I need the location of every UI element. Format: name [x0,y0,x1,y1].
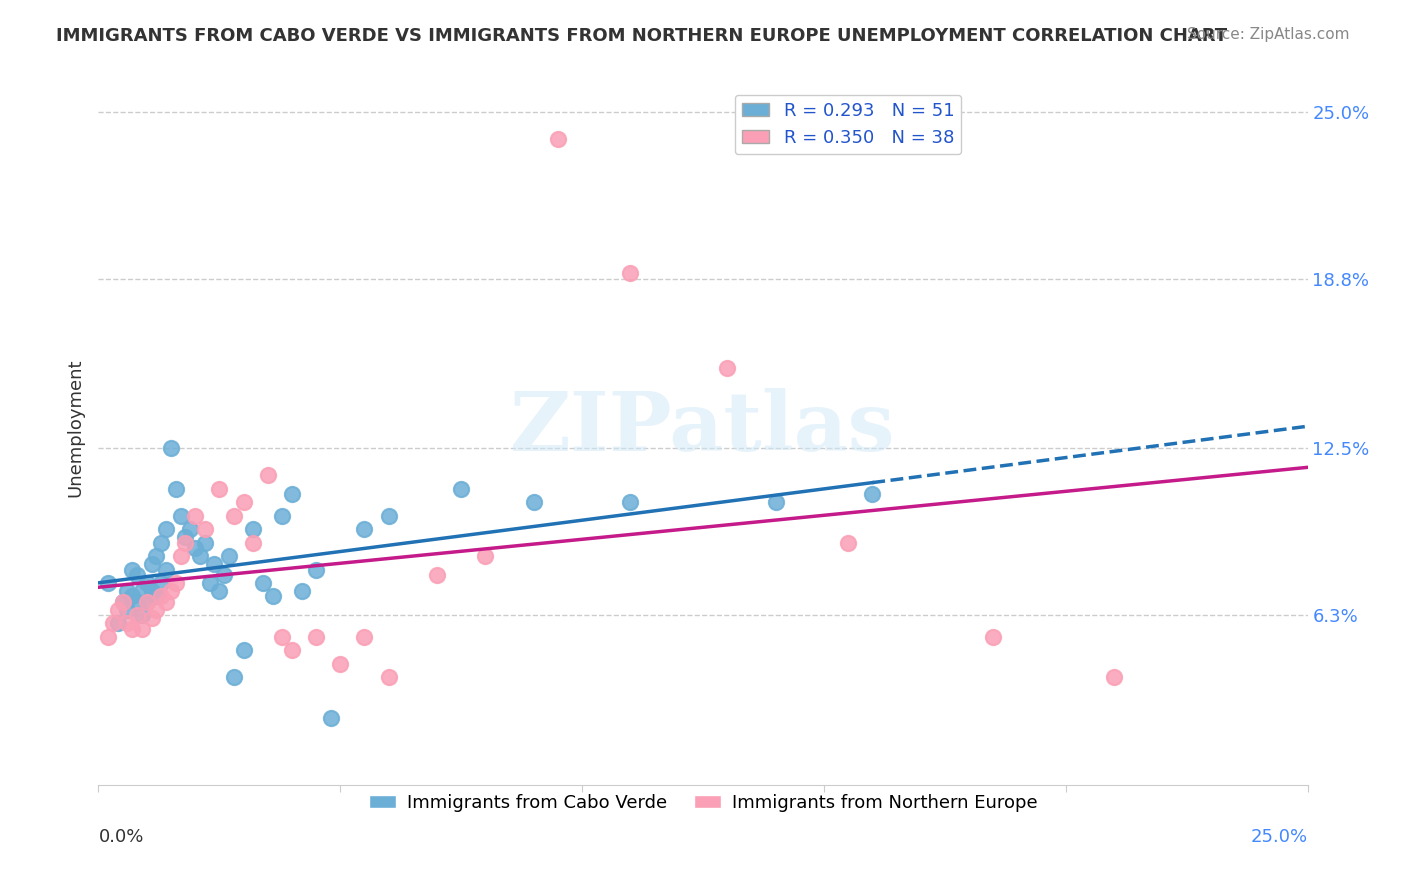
Point [1102,670,1125,684]
Point [107,603,129,617]
Point [860,487,883,501]
Point [353,522,375,536]
Point [281,643,304,657]
Point [150,590,173,604]
Point [160,442,183,456]
Point [135,595,157,609]
Point [271,508,294,523]
Point [377,508,399,523]
Point [252,576,274,591]
Point [179,522,201,536]
Point [155,522,177,536]
Point [194,535,217,549]
Point [222,670,245,684]
Point [474,549,496,563]
Point [212,568,235,582]
Point [619,495,641,509]
Point [716,360,738,375]
Point [305,630,328,644]
Point [135,576,157,591]
Text: ZIPatlas: ZIPatlas [510,388,896,468]
Point [208,584,231,599]
Point [981,630,1004,644]
Point [121,562,143,576]
Point [174,530,197,544]
Point [97,576,120,591]
Point [174,535,197,549]
Point [281,487,304,501]
Point [377,670,399,684]
Point [111,595,134,609]
Point [141,557,163,571]
Point [353,630,375,644]
Point [222,508,245,523]
Text: 25.0%: 25.0% [1250,828,1308,846]
Point [242,522,264,536]
Legend: Immigrants from Cabo Verde, Immigrants from Northern Europe: Immigrants from Cabo Verde, Immigrants f… [361,787,1045,819]
Point [319,711,342,725]
Text: IMMIGRANTS FROM CABO VERDE VS IMMIGRANTS FROM NORTHERN EUROPE UNEMPLOYMENT CORRE: IMMIGRANTS FROM CABO VERDE VS IMMIGRANTS… [56,27,1227,45]
Point [127,608,149,623]
Point [184,508,207,523]
Point [127,595,149,609]
Point [121,622,143,636]
Point [101,616,124,631]
Point [131,608,153,623]
Point [208,482,231,496]
Point [426,568,449,582]
Point [232,643,254,657]
Point [256,468,278,483]
Point [184,541,207,555]
Text: Source: ZipAtlas.com: Source: ZipAtlas.com [1187,27,1350,42]
Point [837,535,859,549]
Point [305,562,328,576]
Point [165,482,187,496]
Point [194,522,217,536]
Point [145,603,167,617]
Point [262,590,284,604]
Point [117,616,139,631]
Point [232,495,254,509]
Point [242,535,264,549]
Point [111,595,134,609]
Point [145,549,167,563]
Point [198,576,221,591]
Point [155,562,177,576]
Point [619,266,641,280]
Point [290,584,312,599]
Point [135,595,157,609]
Point [127,568,149,582]
Point [131,622,153,636]
Point [155,595,177,609]
Text: 0.0%: 0.0% [98,828,143,846]
Point [218,549,240,563]
Point [450,482,472,496]
Point [150,535,173,549]
Point [165,576,187,591]
Point [547,131,569,145]
Point [117,603,139,617]
Point [121,590,143,604]
Point [141,584,163,599]
Point [117,584,139,599]
Point [204,557,226,571]
Point [97,630,120,644]
Point [141,611,163,625]
Point [188,549,211,563]
Point [271,630,294,644]
Point [150,576,173,591]
Point [107,616,129,631]
Point [160,584,183,599]
Y-axis label: Unemployment: Unemployment [66,359,84,498]
Point [329,657,352,671]
Point [523,495,546,509]
Point [145,590,167,604]
Point [131,584,153,599]
Point [765,495,787,509]
Point [169,508,191,523]
Point [169,549,191,563]
